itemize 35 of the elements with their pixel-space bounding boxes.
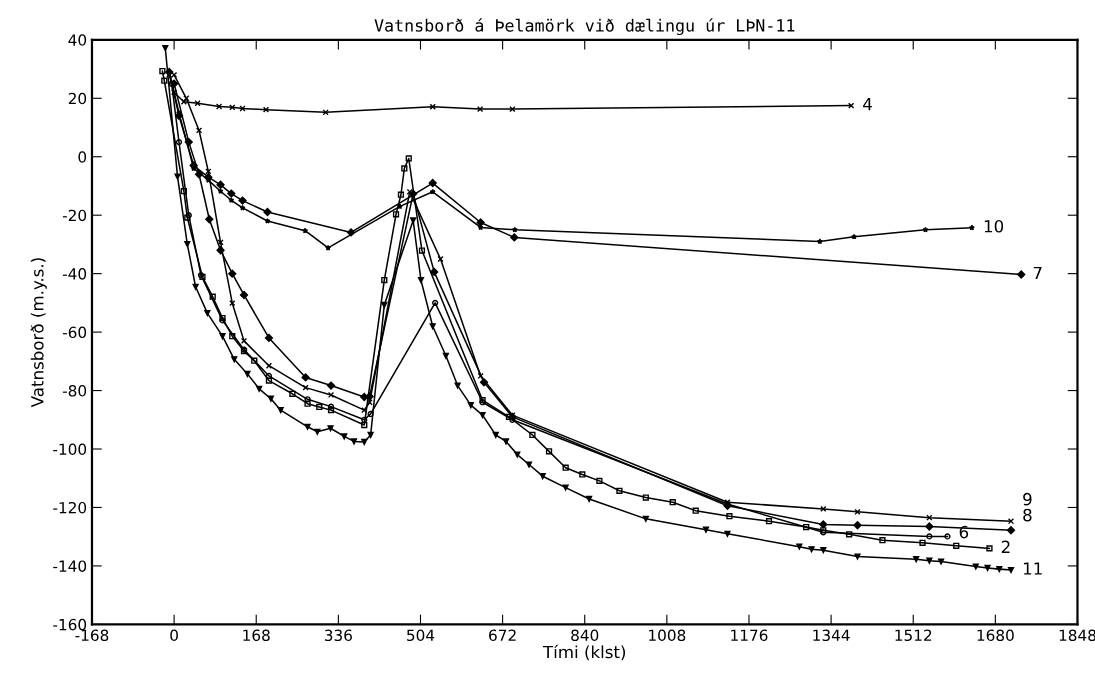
x-tick-label: 1680	[977, 629, 1014, 642]
x-tick-label: 1176	[731, 629, 768, 642]
x-tick-label: 168	[243, 629, 270, 642]
x-tick-label: 0	[170, 629, 178, 642]
y-tick-label: -160	[53, 618, 87, 631]
series-label: 6	[959, 525, 969, 539]
x-tick-label: 504	[407, 629, 435, 642]
y-tick-label: -40	[62, 268, 87, 280]
series-label: 2	[1001, 540, 1010, 553]
y-tick-label: 0	[78, 151, 87, 163]
x-axis-title: Tími (klst)	[542, 644, 626, 661]
x-tick-label: 1848	[1059, 629, 1095, 642]
y-tick-label: 40	[68, 34, 87, 46]
x-tick-label: -168	[75, 629, 109, 642]
x-tick-label: 336	[324, 629, 352, 642]
x-tick-label: 840	[571, 629, 599, 642]
legend-label: 9	[1023, 492, 1032, 506]
y-tick-label: -60	[62, 326, 87, 339]
x-tick-label: 672	[489, 629, 516, 642]
chart-title: Vatnsborð á Þelamörk við dælingu úr LÞN-11	[374, 18, 795, 36]
series-label: 4	[863, 98, 872, 111]
y-tick-label: -140	[53, 560, 87, 572]
y-tick-label: -20	[62, 209, 87, 222]
series-label: 8	[1023, 508, 1032, 522]
series-label: 10	[984, 219, 1004, 233]
y-axis-title: Vatnsborð (m.y.s.)	[30, 258, 47, 408]
x-tick-label: 1008	[649, 629, 686, 642]
legend-label: 7	[1033, 266, 1042, 280]
y-tick-label: -100	[53, 443, 87, 456]
y-tick-label: 20	[68, 92, 87, 105]
legend-label: 11	[1023, 562, 1042, 575]
y-tick-label: -80	[62, 385, 87, 397]
y-tick-label: -120	[53, 501, 87, 514]
x-tick-label: 1512	[895, 629, 932, 642]
x-tick-label: 1344	[813, 629, 850, 642]
